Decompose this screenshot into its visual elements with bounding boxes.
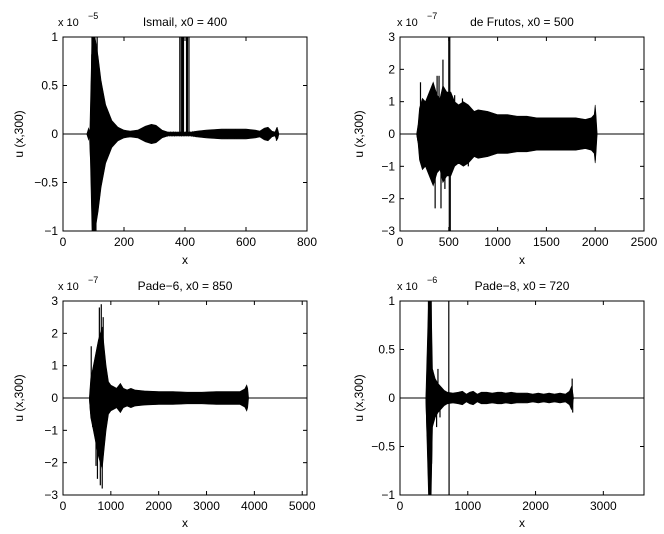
y-multiplier-base: x 10 — [58, 17, 79, 29]
y-tick-label: −0.5 — [371, 440, 395, 454]
series-marks — [63, 37, 307, 231]
plot-frame — [399, 36, 645, 232]
y-axis-label: u (x,300) — [352, 374, 366, 421]
plot-frame — [399, 300, 645, 496]
y-multiplier-exponent: −6 — [427, 275, 437, 285]
x-tick-label: 3000 — [193, 499, 220, 513]
y-tick-label: 1 — [51, 30, 58, 44]
chart-title: Pade−6, x0 = 850 — [138, 279, 233, 293]
x-tick-label: 0 — [397, 499, 404, 513]
panel-pade-6: Pade−6, x0 = 850 x 10 −7 u (x,300) x 0 10… — [12, 275, 316, 530]
x-axis-label: x — [182, 253, 188, 267]
y-multiplier-base: x 10 — [58, 281, 79, 293]
x-tick-label: 2000 — [522, 499, 549, 513]
x-tick-label: 0 — [60, 235, 67, 249]
y-tick-label: 0 — [388, 391, 395, 405]
y-tick-label: −1 — [44, 423, 58, 437]
x-tick-label: 1000 — [97, 499, 124, 513]
y-tick-label: −2 — [381, 192, 395, 206]
axis-ticks: 0 1000 2000 3000 −1 −0.5 0 0.5 1 — [371, 294, 644, 513]
x-tick-label: 1000 — [484, 235, 511, 249]
series-marks — [400, 37, 644, 231]
x-tick-label: 200 — [114, 235, 134, 249]
plot-frame — [62, 300, 308, 496]
panel-ismail: Ismail, x0 = 400 x 10 −5 u (x,300) x 0 20… — [12, 11, 317, 267]
y-multiplier-base: x 10 — [397, 281, 418, 293]
x-tick-label: 5000 — [289, 499, 316, 513]
y-multiplier-exponent: −5 — [88, 11, 98, 21]
chart-title: de Frutos, x0 = 500 — [470, 15, 574, 29]
y-tick-label: 0 — [51, 391, 58, 405]
chart-title: Ismail, x0 = 400 — [143, 15, 228, 29]
y-axis-label: u (x,300) — [352, 110, 366, 157]
y-tick-label: −3 — [44, 488, 58, 502]
x-tick-label: 400 — [175, 235, 195, 249]
y-tick-label: −1 — [381, 488, 395, 502]
y-axis-label: u (x,300) — [12, 374, 26, 421]
plot-frame — [62, 36, 308, 232]
y-tick-label: 0 — [51, 127, 58, 141]
series-oscillation — [425, 310, 574, 481]
x-tick-label: 1500 — [533, 235, 560, 249]
x-tick-label: 2500 — [631, 235, 658, 249]
x-tick-label: 2000 — [145, 499, 172, 513]
series-marks — [400, 301, 644, 495]
panel-pade-8: Pade−8, x0 = 720 x 10 −6 u (x,300) x 0 10… — [352, 275, 645, 530]
x-axis-label: x — [182, 516, 188, 530]
x-tick-label: 4000 — [241, 499, 268, 513]
y-axis-label: u (x,300) — [12, 110, 26, 157]
y-tick-label: 0.5 — [378, 343, 395, 357]
x-tick-label: 500 — [439, 235, 459, 249]
y-tick-label: −3 — [381, 224, 395, 238]
y-multiplier-exponent: −7 — [427, 11, 437, 21]
y-tick-label: 0 — [388, 127, 395, 141]
x-axis-label: x — [519, 516, 525, 530]
x-axis-label: x — [519, 253, 525, 267]
axis-ticks: 0 200 400 600 800 −1 −0.5 0 0.5 1 — [34, 30, 317, 249]
y-tick-label: −0.5 — [34, 176, 58, 190]
x-tick-label: 0 — [60, 499, 67, 513]
y-multiplier-base: x 10 — [397, 17, 418, 29]
y-multiplier-exponent: −7 — [88, 275, 98, 285]
series-oscillation — [88, 330, 249, 464]
y-tick-label: 2 — [388, 62, 395, 76]
x-tick-label: 0 — [397, 235, 404, 249]
chart-title: Pade−8, x0 = 720 — [475, 279, 570, 293]
y-tick-label: 3 — [51, 294, 58, 308]
x-tick-label: 600 — [236, 235, 256, 249]
y-tick-label: −2 — [44, 456, 58, 470]
axis-ticks: 0 1000 2000 3000 4000 5000 −3 −2 −1 0 1 2 3 — [44, 294, 316, 513]
x-tick-label: 3000 — [590, 499, 617, 513]
axis-ticks: 0 500 1000 1500 2000 2500 −3 −2 −1 0 1 2 3 — [381, 30, 657, 249]
series-oscillation — [416, 82, 597, 183]
y-tick-label: 1 — [388, 95, 395, 109]
y-tick-label: 2 — [51, 326, 58, 340]
y-tick-label: 1 — [388, 294, 395, 308]
series-marks — [63, 304, 307, 489]
y-tick-label: 3 — [388, 30, 395, 44]
y-tick-label: −1 — [44, 224, 58, 238]
y-tick-label: −1 — [381, 159, 395, 173]
panel-de-frutos: de Frutos, x0 = 500 x 1 0 −7 u (x,300) x … — [352, 11, 658, 267]
x-tick-label: 800 — [297, 235, 317, 249]
y-tick-label: 0.5 — [41, 79, 58, 93]
x-tick-label: 1000 — [454, 499, 481, 513]
x-tick-label: 2000 — [582, 235, 609, 249]
y-tick-label: 1 — [51, 359, 58, 373]
